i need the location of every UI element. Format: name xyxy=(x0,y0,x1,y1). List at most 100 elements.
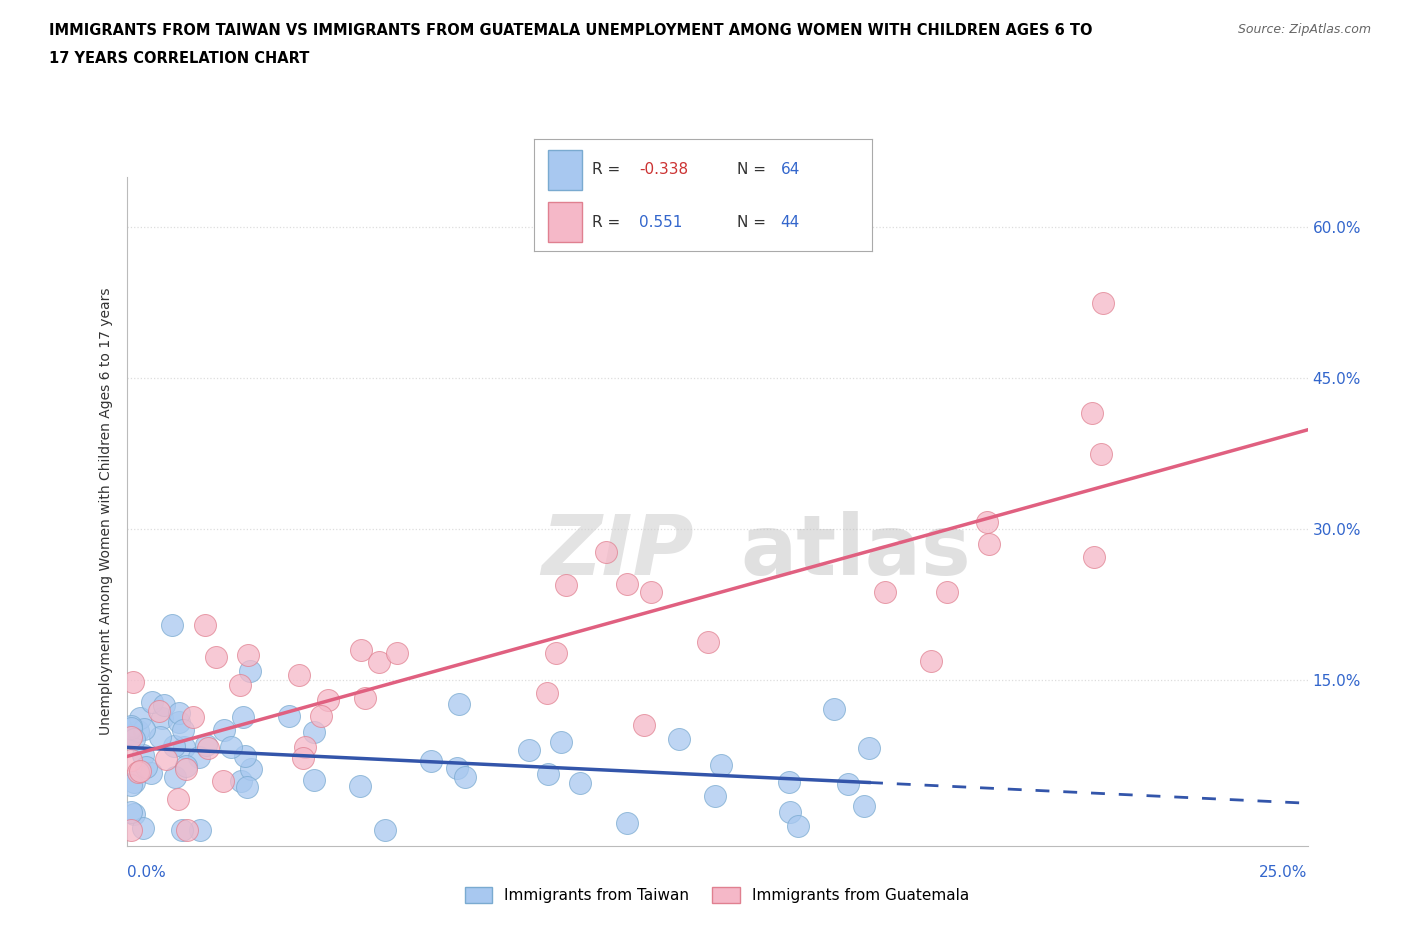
Text: N =: N = xyxy=(737,215,770,230)
Point xyxy=(172,723,194,737)
Point xyxy=(302,773,325,788)
Point xyxy=(1083,550,1105,565)
Point xyxy=(122,775,145,790)
Text: Source: ZipAtlas.com: Source: ZipAtlas.com xyxy=(1237,23,1371,36)
Point xyxy=(163,769,186,784)
Point xyxy=(121,675,143,690)
Point xyxy=(537,766,560,781)
Text: R =: R = xyxy=(592,215,630,230)
Point xyxy=(239,663,262,678)
Point xyxy=(163,739,186,754)
Point xyxy=(122,807,145,822)
Point xyxy=(166,791,188,806)
Legend: Immigrants from Taiwan, Immigrants from Guatemala: Immigrants from Taiwan, Immigrants from … xyxy=(458,881,976,909)
Point xyxy=(188,823,211,838)
Point xyxy=(837,777,859,791)
Point xyxy=(311,709,333,724)
Point xyxy=(277,709,299,724)
Text: 0.0%: 0.0% xyxy=(127,865,166,880)
Point xyxy=(120,721,142,736)
Text: atlas: atlas xyxy=(741,512,972,592)
Point xyxy=(235,749,257,764)
Point xyxy=(162,618,184,632)
Point xyxy=(779,804,801,819)
Text: 25.0%: 25.0% xyxy=(1260,865,1308,880)
Point xyxy=(302,724,325,739)
Point xyxy=(935,584,957,599)
Y-axis label: Unemployment Among Women with Children Ages 6 to 17 years: Unemployment Among Women with Children A… xyxy=(100,287,114,736)
Point xyxy=(977,537,1000,551)
Point xyxy=(120,718,142,733)
Point xyxy=(194,618,217,632)
Point xyxy=(134,722,156,737)
Text: -0.338: -0.338 xyxy=(638,162,688,177)
Point xyxy=(1090,446,1112,461)
Point xyxy=(132,820,155,835)
Point xyxy=(640,585,662,600)
Point xyxy=(294,740,316,755)
Point xyxy=(150,711,173,725)
Point xyxy=(212,774,235,789)
Point xyxy=(132,748,155,763)
Point xyxy=(710,758,733,773)
Point xyxy=(519,743,541,758)
Point xyxy=(121,722,143,737)
Point xyxy=(155,751,177,766)
Point xyxy=(873,585,896,600)
Point xyxy=(173,739,195,754)
Point xyxy=(454,769,477,784)
Point xyxy=(149,730,172,745)
Point xyxy=(174,759,197,774)
Point xyxy=(235,780,257,795)
Point xyxy=(135,759,157,774)
Point xyxy=(169,705,191,720)
Point xyxy=(858,740,880,755)
Point xyxy=(120,727,142,742)
Point xyxy=(1081,405,1104,420)
Point xyxy=(374,823,396,838)
Point xyxy=(167,715,190,730)
Point xyxy=(350,643,373,658)
Text: 0.551: 0.551 xyxy=(638,215,682,230)
Point xyxy=(212,723,235,737)
Point xyxy=(616,816,638,830)
Point xyxy=(120,823,142,838)
Point xyxy=(139,765,162,780)
Point xyxy=(153,698,176,712)
Point xyxy=(824,702,846,717)
Point xyxy=(229,677,252,692)
Point xyxy=(920,653,942,668)
Text: ZIP: ZIP xyxy=(541,512,693,592)
Point xyxy=(181,710,204,724)
Point xyxy=(367,655,389,670)
Point xyxy=(349,778,371,793)
Point xyxy=(668,732,690,747)
Point xyxy=(633,718,655,733)
Point xyxy=(238,648,260,663)
Point xyxy=(287,668,309,683)
Point xyxy=(127,724,149,738)
Point xyxy=(232,710,254,724)
Point xyxy=(704,789,727,804)
Text: 44: 44 xyxy=(780,215,800,230)
Point xyxy=(120,804,142,819)
Point xyxy=(550,735,572,750)
Point xyxy=(853,799,876,814)
Text: IMMIGRANTS FROM TAIWAN VS IMMIGRANTS FROM GUATEMALA UNEMPLOYMENT AMONG WOMEN WIT: IMMIGRANTS FROM TAIWAN VS IMMIGRANTS FRO… xyxy=(49,23,1092,38)
Text: 64: 64 xyxy=(780,162,800,177)
Point xyxy=(555,578,578,593)
Point xyxy=(787,818,810,833)
Point xyxy=(205,649,228,664)
Point xyxy=(446,761,468,776)
Point xyxy=(1092,295,1115,310)
Point xyxy=(128,711,150,726)
Point xyxy=(616,577,638,591)
Point xyxy=(122,732,145,747)
Point xyxy=(127,764,149,779)
Point xyxy=(292,751,315,765)
Text: N =: N = xyxy=(737,162,770,177)
Point xyxy=(120,753,142,768)
Point xyxy=(240,762,263,777)
Point xyxy=(316,693,339,708)
Point xyxy=(176,823,198,838)
